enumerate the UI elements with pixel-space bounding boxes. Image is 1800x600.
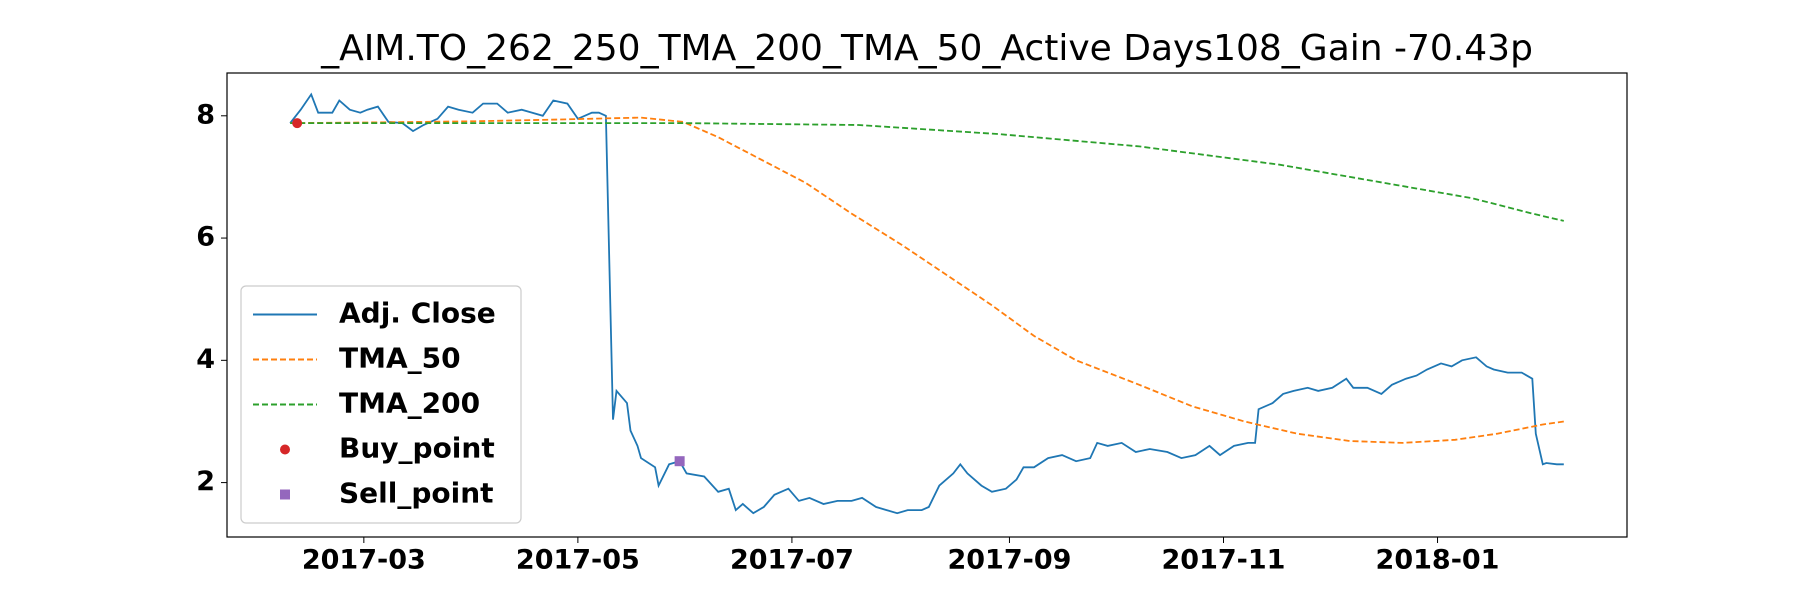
plot-area [226,72,1628,538]
x-tick-label: 2017-03 [302,545,426,576]
x-tick-label: 2018-01 [1376,545,1500,576]
y-tick-label: 8 [196,99,215,130]
x-tick-label: 2017-11 [1162,545,1286,576]
plot-series [289,92,1565,515]
legend-marker [280,489,290,500]
y-tick-label: 2 [196,466,215,497]
x-tick-label: 2017-09 [947,545,1071,576]
legend-label: TMA_50 [339,342,461,375]
x-tick-label: 2017-05 [516,545,640,576]
x-tick-label: 2017-07 [730,545,854,576]
sell-point [674,456,685,467]
legend-label: Sell_point [339,477,494,510]
chart-title: _AIM.TO_262_250_TMA_200_TMA_50_Active Da… [320,28,1533,69]
legend-label: TMA_200 [339,387,480,420]
buy-point [292,118,303,129]
legend-label: Buy_point [339,432,495,465]
legend-label: Adj. Close [339,297,496,330]
series-line [289,92,1564,515]
y-tick-label: 4 [196,344,215,375]
series-line [290,116,1564,444]
y-tick-label: 6 [196,222,215,253]
legend-box [240,285,522,524]
legend-marker [280,444,290,455]
series-line [290,122,1565,222]
